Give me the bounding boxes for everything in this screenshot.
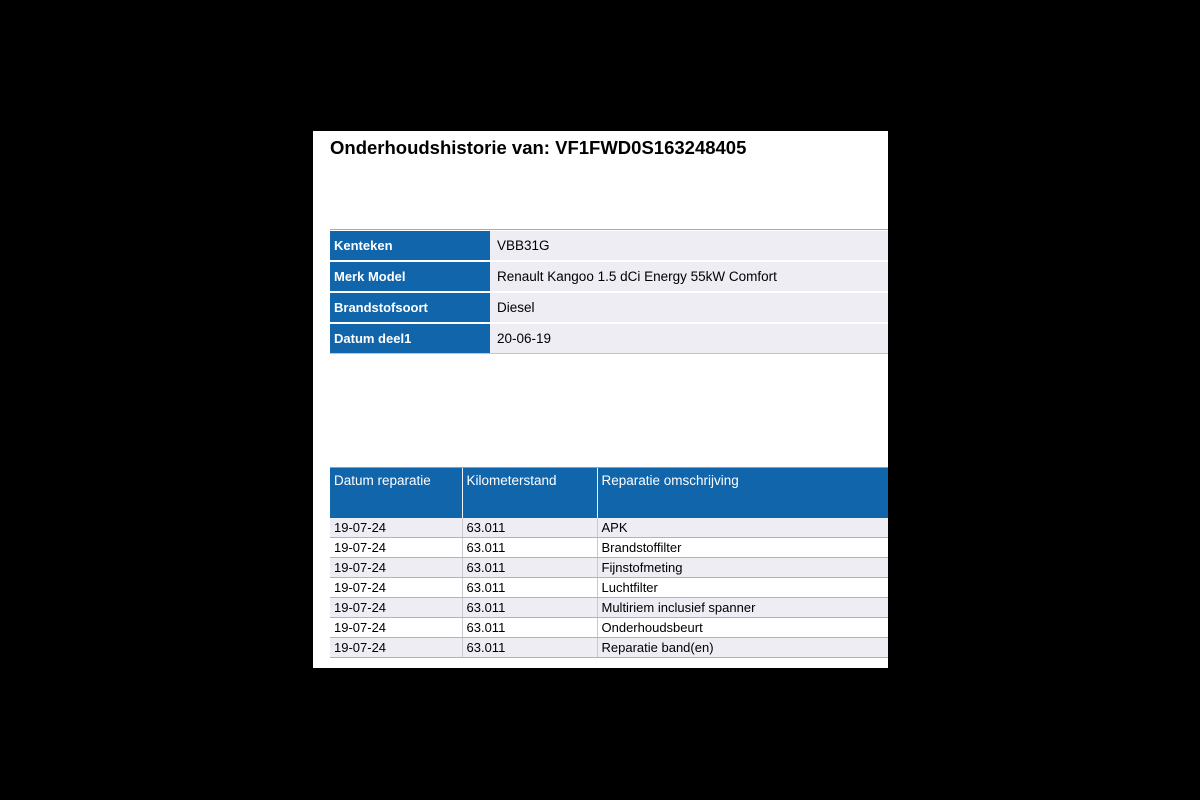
vehicle-info-label: Merk Model bbox=[330, 262, 490, 291]
document-page: Onderhoudshistorie van: VF1FWD0S16324840… bbox=[313, 131, 888, 668]
repairs-table-cell: 63.011 bbox=[461, 597, 597, 618]
repairs-table-cell: 19-07-24 bbox=[330, 517, 462, 538]
column-header-reparatie-omschrijving: Reparatie omschrijving bbox=[596, 467, 888, 518]
repairs-table-cell: Multiriem inclusief spanner bbox=[596, 597, 888, 618]
repairs-table-cell: Fijnstofmeting bbox=[596, 557, 888, 578]
repairs-table-cell: 63.011 bbox=[461, 537, 597, 558]
repairs-table-cell: Reparatie band(en) bbox=[596, 637, 888, 658]
vehicle-info-table: Kenteken VBB31G Merk Model Renault Kangoo 1… bbox=[330, 229, 888, 354]
repairs-header-row: Datum reparatie Kilometerstand Reparatie… bbox=[330, 467, 888, 518]
repairs-table-body: 19-07-24 63.011 APK 19-07-24 63.011 Brandstof… bbox=[330, 517, 888, 658]
repairs-table-cell: 19-07-24 bbox=[330, 597, 462, 618]
repairs-table: Datum reparatie Kilometerstand Reparatie… bbox=[330, 467, 888, 658]
repairs-table-row: 19-07-24 63.011 Reparatie band(en) bbox=[330, 637, 888, 658]
repairs-table-row: 19-07-24 63.011 Fijnstofmeting bbox=[330, 557, 888, 578]
vehicle-info-label: Kenteken bbox=[330, 231, 490, 260]
vehicle-info-value: Diesel bbox=[490, 293, 888, 322]
repairs-table-cell: 63.011 bbox=[461, 517, 597, 538]
column-header-kilometerstand: Kilometerstand bbox=[461, 467, 597, 518]
repairs-table-row: 19-07-24 63.011 Multiriem inclusief spanne… bbox=[330, 597, 888, 618]
vehicle-info-label: Datum deel1 bbox=[330, 324, 490, 353]
vehicle-info-row: Merk Model Renault Kangoo 1.5 dCi Energy … bbox=[330, 262, 888, 291]
repairs-table-row: 19-07-24 63.011 Luchtfilter bbox=[330, 577, 888, 598]
vehicle-info-row: Kenteken VBB31G bbox=[330, 231, 888, 260]
repairs-table-cell: 19-07-24 bbox=[330, 637, 462, 658]
repairs-table-cell: Luchtfilter bbox=[596, 577, 888, 598]
repairs-table-cell: Brandstoffilter bbox=[596, 537, 888, 558]
vehicle-info-value: 20-06-19 bbox=[490, 324, 888, 353]
vehicle-info-value: Renault Kangoo 1.5 dCi Energy 55kW Comfo… bbox=[490, 262, 888, 291]
repairs-table-cell: APK bbox=[596, 517, 888, 538]
repairs-table-cell: 63.011 bbox=[461, 557, 597, 578]
vehicle-info-label: Brandstofsoort bbox=[330, 293, 490, 322]
vehicle-info-row: Brandstofsoort Diesel bbox=[330, 293, 888, 322]
vehicle-info-row: Datum deel1 20-06-19 bbox=[330, 324, 888, 353]
vehicle-info-value: VBB31G bbox=[490, 231, 888, 260]
repairs-table-row: 19-07-24 63.011 APK bbox=[330, 517, 888, 538]
repairs-table-row: 19-07-24 63.011 Brandstoffilter bbox=[330, 537, 888, 558]
column-header-datum-reparatie: Datum reparatie bbox=[330, 467, 462, 518]
repairs-table-cell: 19-07-24 bbox=[330, 617, 462, 638]
repairs-table-cell: 63.011 bbox=[461, 637, 597, 658]
repairs-table-cell: 19-07-24 bbox=[330, 537, 462, 558]
repairs-table-row: 19-07-24 63.011 Onderhoudsbeurt bbox=[330, 617, 888, 638]
repairs-table-cell: 19-07-24 bbox=[330, 557, 462, 578]
repairs-table-cell: 19-07-24 bbox=[330, 577, 462, 598]
page-title: Onderhoudshistorie van: VF1FWD0S16324840… bbox=[330, 137, 747, 158]
repairs-table-cell: 63.011 bbox=[461, 617, 597, 638]
repairs-table-cell: 63.011 bbox=[461, 577, 597, 598]
repairs-table-cell: Onderhoudsbeurt bbox=[596, 617, 888, 638]
